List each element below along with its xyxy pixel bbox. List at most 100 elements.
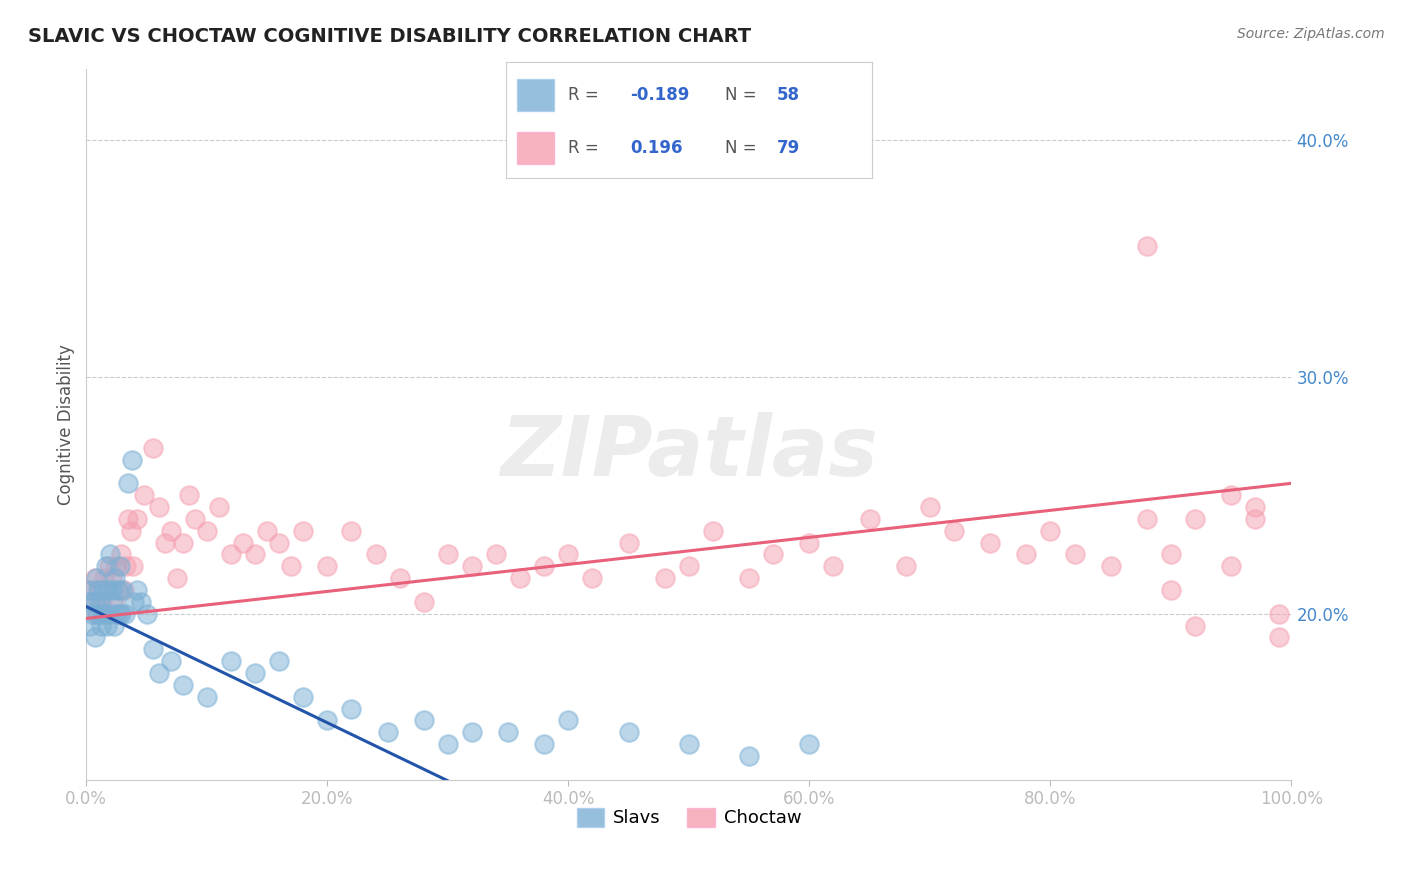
Point — [738, 571, 761, 585]
Point — [86, 607, 108, 621]
Point — [114, 607, 136, 621]
Point — [269, 535, 291, 549]
Point — [97, 582, 120, 597]
Point — [557, 714, 579, 728]
Point — [159, 654, 181, 668]
Point — [1015, 548, 1038, 562]
Point — [388, 571, 411, 585]
Point — [112, 582, 135, 597]
Point — [243, 548, 266, 562]
Text: N =: N = — [725, 139, 762, 157]
Point — [292, 524, 315, 538]
Point — [581, 571, 603, 585]
Point — [120, 524, 142, 538]
Text: N =: N = — [725, 86, 762, 103]
Point — [943, 524, 966, 538]
Point — [1220, 559, 1243, 574]
Point — [148, 665, 170, 680]
Point — [122, 559, 145, 574]
Point — [256, 524, 278, 538]
Point — [738, 748, 761, 763]
Point — [208, 500, 231, 514]
Point — [172, 678, 194, 692]
Point — [142, 642, 165, 657]
Point — [117, 476, 139, 491]
Point — [82, 595, 104, 609]
Point — [79, 582, 101, 597]
Point — [91, 595, 114, 609]
Point — [110, 548, 132, 562]
Point — [702, 524, 724, 538]
Point — [86, 607, 108, 621]
Point — [101, 595, 124, 609]
Point — [859, 512, 882, 526]
Point — [533, 559, 555, 574]
Point — [918, 500, 941, 514]
Point — [377, 725, 399, 739]
Point — [153, 535, 176, 549]
Point — [80, 582, 103, 597]
Text: 0.196: 0.196 — [630, 139, 683, 157]
Point — [103, 618, 125, 632]
Point — [280, 559, 302, 574]
Point — [96, 607, 118, 621]
Legend: Slavs, Choctaw: Slavs, Choctaw — [569, 801, 808, 835]
Point — [437, 548, 460, 562]
Point — [617, 725, 640, 739]
Point — [1268, 631, 1291, 645]
Point — [111, 582, 134, 597]
Point — [108, 559, 131, 574]
Point — [340, 524, 363, 538]
Point — [195, 690, 218, 704]
Point — [437, 737, 460, 751]
Point — [617, 535, 640, 549]
Point — [135, 607, 157, 621]
Point — [84, 571, 107, 585]
Point — [509, 571, 531, 585]
Point — [100, 548, 122, 562]
Text: R =: R = — [568, 139, 605, 157]
Point — [232, 535, 254, 549]
Point — [104, 571, 127, 585]
Point — [485, 548, 508, 562]
Point — [1184, 512, 1206, 526]
Point — [89, 582, 111, 597]
Bar — [517, 78, 554, 112]
Point — [219, 654, 242, 668]
Point — [799, 535, 821, 549]
Point — [316, 714, 339, 728]
Point — [894, 559, 917, 574]
Text: -0.189: -0.189 — [630, 86, 690, 103]
Point — [117, 512, 139, 526]
Point — [1244, 512, 1267, 526]
Point — [105, 607, 128, 621]
Point — [1099, 559, 1122, 574]
Point — [87, 582, 110, 597]
Point — [1220, 488, 1243, 502]
Point — [105, 559, 128, 574]
Point — [219, 548, 242, 562]
Point — [142, 441, 165, 455]
Point — [82, 607, 104, 621]
Point — [461, 725, 484, 739]
Bar — [517, 132, 554, 164]
Text: SLAVIC VS CHOCTAW COGNITIVE DISABILITY CORRELATION CHART: SLAVIC VS CHOCTAW COGNITIVE DISABILITY C… — [28, 27, 751, 45]
Point — [979, 535, 1001, 549]
Point — [678, 737, 700, 751]
Y-axis label: Cognitive Disability: Cognitive Disability — [58, 343, 75, 505]
Point — [461, 559, 484, 574]
Text: ZIPatlas: ZIPatlas — [501, 412, 877, 493]
Point — [533, 737, 555, 751]
Point — [823, 559, 845, 574]
Point — [243, 665, 266, 680]
Point — [124, 595, 146, 609]
Text: 79: 79 — [776, 139, 800, 157]
Point — [96, 618, 118, 632]
Text: 58: 58 — [776, 86, 800, 103]
Point — [496, 725, 519, 739]
Point — [148, 500, 170, 514]
Point — [184, 512, 207, 526]
Point — [340, 701, 363, 715]
Point — [678, 559, 700, 574]
Point — [166, 571, 188, 585]
